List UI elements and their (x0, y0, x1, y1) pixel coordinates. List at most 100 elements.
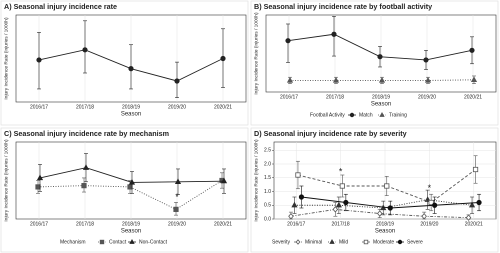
point (285, 38, 291, 44)
point (99, 239, 105, 245)
y-tick-label: 2.5 (264, 148, 271, 154)
annotation: * (175, 192, 179, 202)
point (295, 172, 301, 178)
panel-border (250, 0, 499, 126)
x-axis-label: Season (121, 112, 141, 118)
series (36, 20, 226, 98)
point (421, 212, 427, 220)
legend-label: Mild (339, 239, 348, 245)
series-line (37, 180, 223, 210)
y-tick-label: 0.5 (264, 203, 271, 209)
point (469, 47, 475, 53)
y-axis-label: Injury Incidence Rate (injuries / 1000h) (253, 139, 259, 222)
series (288, 202, 472, 221)
point (329, 239, 335, 244)
point (332, 76, 340, 83)
point (377, 210, 383, 217)
panel-title: C) Seasonal injury incidence rate by mec… (4, 129, 169, 138)
legend-label: Non-Contact (139, 239, 168, 245)
point (470, 76, 478, 82)
x-tick-label: 2019/20 (418, 94, 436, 100)
x-tick-label: 2017/18 (332, 221, 350, 227)
x-tick-label: 2016/17 (30, 221, 48, 227)
point (128, 66, 134, 72)
point (428, 199, 434, 206)
legend-title: Mechanism (60, 239, 86, 245)
x-axis-label: Season (375, 229, 395, 235)
point (468, 201, 476, 208)
series (285, 15, 475, 70)
x-tick-label: 2018/19 (372, 94, 390, 100)
panel-title: A) Seasonal injury incidence rate (4, 2, 117, 11)
point (36, 174, 44, 181)
x-tick-label: 2017/18 (326, 94, 344, 100)
point (173, 206, 179, 212)
point (288, 212, 294, 220)
point (36, 57, 42, 63)
x-tick-label: 2019/20 (168, 221, 186, 227)
point (129, 239, 135, 244)
series (286, 75, 478, 84)
point (363, 239, 369, 245)
y-tick-label: 1.5 (264, 175, 271, 181)
series (36, 153, 228, 195)
point (82, 47, 88, 53)
legend-label: Severe (407, 239, 423, 245)
x-tick-label: 2018/19 (122, 221, 140, 227)
panel-border (0, 127, 249, 253)
y-tick-label: 1.0 (264, 189, 271, 195)
point (82, 164, 90, 170)
point (286, 76, 294, 83)
point (332, 206, 339, 213)
x-tick-label: 2020/21 (214, 104, 232, 110)
point (465, 214, 472, 221)
point (378, 76, 386, 83)
x-tick-label: 2018/19 (122, 104, 140, 110)
x-tick-label: 2020/21 (464, 94, 482, 100)
point (349, 112, 355, 118)
series-line (290, 79, 475, 81)
point (127, 184, 133, 190)
legend-title: Football Activity (310, 112, 345, 118)
legend-label: Contact (109, 239, 127, 245)
point (335, 201, 342, 208)
x-tick-label: 2019/20 (168, 104, 186, 110)
point (387, 205, 393, 211)
annotation: * (339, 167, 343, 177)
x-tick-label: 2016/17 (287, 221, 305, 227)
point (174, 78, 180, 84)
point (476, 199, 482, 206)
x-axis-label: Season (121, 229, 141, 235)
point (379, 112, 385, 117)
point (295, 239, 301, 245)
point (339, 183, 345, 189)
point (397, 239, 403, 245)
point (343, 199, 349, 206)
point (423, 57, 429, 63)
point (220, 177, 228, 184)
x-axis-label: Season (371, 102, 391, 108)
point (291, 201, 298, 208)
series (291, 189, 476, 216)
point (128, 178, 136, 185)
point (35, 184, 41, 190)
panel-border (0, 0, 249, 126)
y-axis-label: Injury Incidence Rate (injuries / 1000h) (3, 139, 9, 222)
legend-label: Moderate (373, 239, 394, 245)
panel-title: B) Seasonal injury incidence rate by foo… (254, 2, 432, 11)
y-tick-label: 2.0 (264, 161, 271, 167)
legend-label: Training (389, 112, 407, 118)
x-tick-label: 2019/20 (420, 221, 438, 227)
series (295, 155, 479, 212)
legend-label: Match (359, 112, 373, 118)
point (472, 166, 479, 173)
x-tick-label: 2016/17 (280, 94, 298, 100)
x-tick-label: 2020/21 (465, 221, 483, 227)
point (331, 31, 337, 37)
series (298, 185, 482, 216)
point (424, 76, 432, 83)
point (298, 194, 305, 200)
panel-title: D) Seasonal injury incidence rate by sev… (254, 129, 407, 138)
